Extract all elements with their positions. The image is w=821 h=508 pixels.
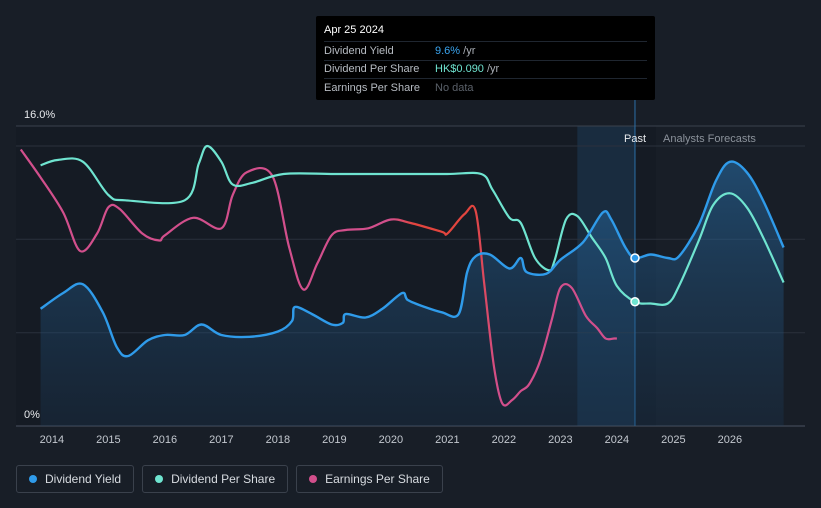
x-tick-label: 2025 [661,434,685,446]
legend-label: Dividend Per Share [171,472,276,486]
dividend-per-share-line [40,144,785,306]
earnings-per-share-line [19,148,617,407]
legend-earnings-per-share[interactable]: Earnings Per Share [296,465,443,493]
tooltip-label: Dividend Per Share [324,63,420,76]
tooltip-suffix: /yr [483,63,500,76]
forecast-label: Analysts Forecasts [663,133,756,145]
x-tick-label: 2014 [40,434,64,446]
x-tick-label: 2017 [209,434,233,446]
dividend-yield-area [40,161,784,427]
dividend-per-share-marker[interactable] [630,297,640,307]
legend-label: Earnings Per Share [325,472,430,486]
dividend-yield-dot-icon [29,475,37,483]
x-tick-label: 2020 [379,434,403,446]
tooltip-value: HK$0.090 [435,63,484,76]
earnings-per-share-dot-icon [309,475,318,483]
x-tick-label: 2018 [266,434,290,446]
x-tick-label: 2015 [96,434,120,446]
x-tick-label: 2019 [322,434,346,446]
tooltip-row-dividend-yield: Dividend Yield 9.6% /yr [324,41,647,60]
legend-dividend-yield[interactable]: Dividend Yield [16,465,135,493]
y-axis-bottom-label: 0% [24,409,40,421]
dividend-yield-line [39,160,785,358]
x-tick-label: 2022 [492,434,516,446]
data-tooltip: Apr 25 2024 Dividend Yield 9.6% /yr Divi… [316,16,655,100]
chart-legend: Dividend Yield Dividend Per Share Earnin… [16,465,443,493]
legend-dividend-per-share[interactable]: Dividend Per Share [142,465,289,493]
x-axis-ticks: 2014 2015 2016 2017 2018 2019 2020 2021 2022 2023… [40,434,742,446]
tooltip-row-dividend-per-share: Dividend Per Share HK$0.090 /yr [324,59,647,79]
tooltip-value: No data [435,81,474,94]
x-tick-label: 2026 [718,434,742,446]
y-axis-top-label: 16.0% [24,109,55,121]
x-tick-label: 2023 [548,434,572,446]
tooltip-label: Earnings Per Share [324,81,420,94]
x-tick-label: 2016 [153,434,177,446]
tooltip-row-earnings-per-share: Earnings Per Share No data [324,78,647,97]
x-tick-label: 2021 [435,434,459,446]
legend-label: Dividend Yield [45,472,122,486]
dividend-per-share-dot-icon [155,475,164,483]
tooltip-date: Apr 25 2024 [324,24,384,36]
tooltip-label: Dividend Yield [324,44,394,57]
past-label: Past [624,133,646,145]
tooltip-suffix: /yr [460,44,476,57]
x-tick-label: 2024 [605,434,629,446]
tooltip-value: 9.6% [435,44,461,57]
dividend-yield-marker[interactable] [630,253,640,263]
